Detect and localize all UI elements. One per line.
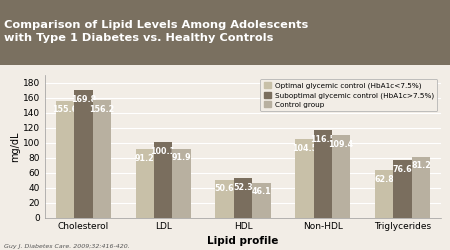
Bar [234, 178, 252, 218]
Text: 169.8: 169.8 [71, 95, 96, 104]
Text: 50.6: 50.6 [215, 184, 234, 193]
Bar [172, 148, 191, 218]
Text: 91.2: 91.2 [135, 154, 155, 162]
Text: 91.9: 91.9 [172, 153, 191, 162]
Legend: Optimal glycemic control (HbA1c<7.5%), Suboptimal glycemic control (HbA1c>7.5%),: Optimal glycemic control (HbA1c<7.5%), S… [260, 78, 437, 111]
Text: Comparison of Lipid Levels Among Adolescents
with Type 1 Diabetes vs. Healthy Co: Comparison of Lipid Levels Among Adolesc… [4, 20, 309, 43]
Bar [393, 160, 412, 218]
Text: 116.5: 116.5 [310, 134, 335, 143]
Bar [56, 101, 74, 218]
Text: 109.4: 109.4 [328, 140, 354, 149]
Text: 156.2: 156.2 [89, 105, 114, 114]
Bar [74, 90, 93, 218]
Text: 100.1: 100.1 [151, 147, 176, 156]
X-axis label: Lipid profile: Lipid profile [207, 236, 279, 246]
Bar [252, 183, 270, 218]
Bar [135, 149, 154, 218]
Bar [412, 156, 430, 218]
Text: 81.2: 81.2 [411, 161, 431, 170]
Text: 62.8: 62.8 [374, 175, 394, 184]
Text: 104.5: 104.5 [292, 144, 317, 152]
Text: 46.1: 46.1 [252, 188, 271, 196]
Bar [93, 100, 111, 218]
Bar [314, 130, 332, 218]
Text: 155.6: 155.6 [52, 105, 77, 114]
Bar [216, 180, 234, 218]
Y-axis label: mg/dL: mg/dL [10, 131, 20, 162]
Bar [375, 170, 393, 218]
Bar [154, 142, 172, 218]
Bar [295, 139, 314, 218]
Text: Guy J. Diabetes Care. 2009;32:416-420.: Guy J. Diabetes Care. 2009;32:416-420. [4, 244, 130, 249]
Bar [332, 136, 351, 218]
Text: 76.6: 76.6 [393, 164, 413, 173]
Text: 52.3: 52.3 [233, 183, 253, 192]
